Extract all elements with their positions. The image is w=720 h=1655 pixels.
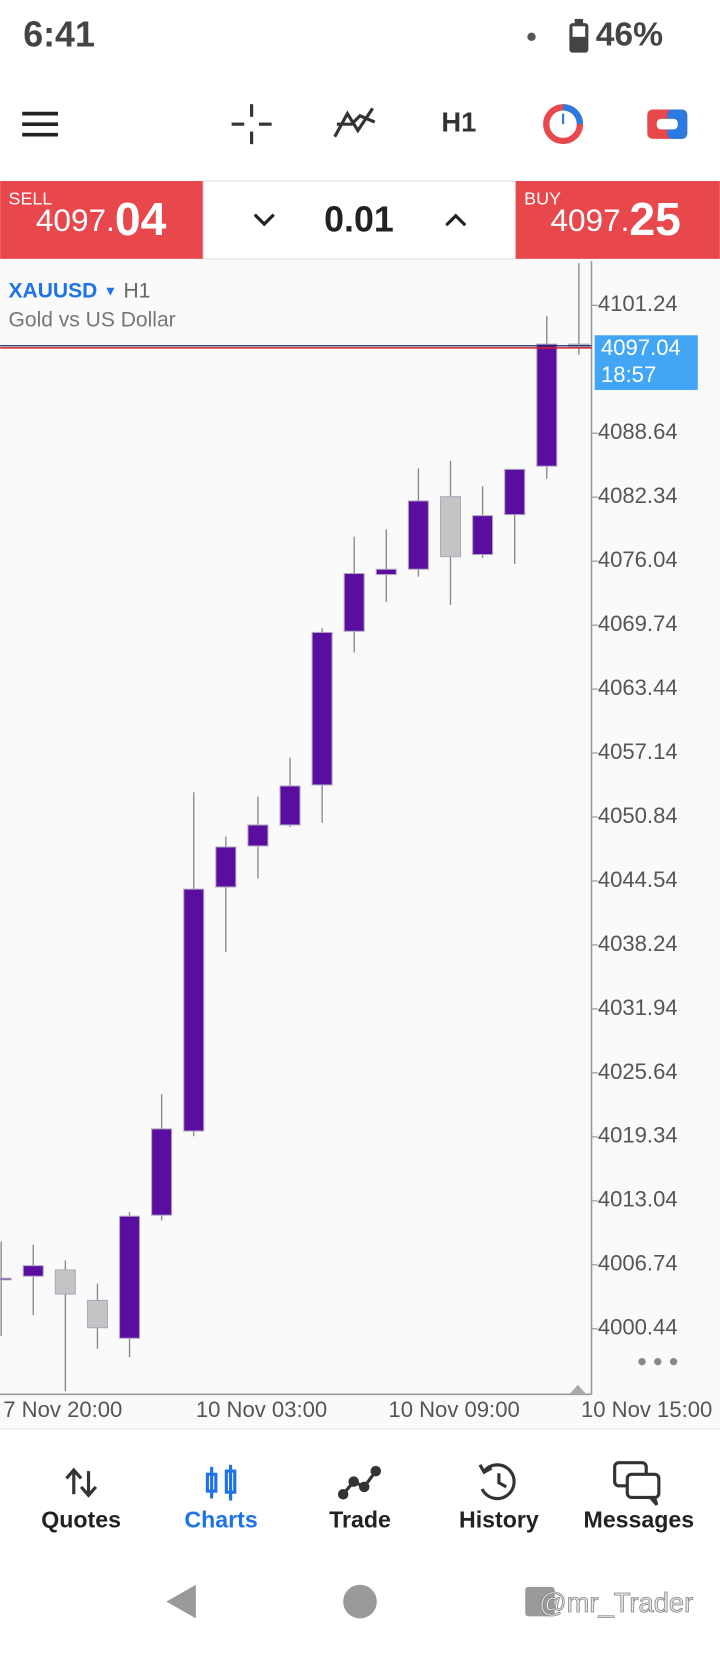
price-tag (594, 335, 698, 390)
nav-label[interactable]: Charts (184, 1507, 257, 1533)
y-tick-label: 4063.44 (598, 675, 678, 700)
home-button[interactable] (343, 1584, 377, 1619)
candle-body (439, 496, 462, 558)
y-tick-label: 4082.34 (598, 483, 678, 508)
candle-body (215, 846, 237, 888)
more-dots[interactable] (638, 1357, 678, 1366)
sell-price-main: 4097. (36, 202, 115, 238)
nav-labels: Quotes Charts Trade History Messages (41, 1507, 694, 1533)
menu-button[interactable] (22, 111, 58, 137)
candle-body (472, 515, 494, 556)
y-tick-label: 4013.04 (598, 1187, 678, 1212)
y-tick-label: 4044.54 (598, 867, 678, 892)
candle-body (311, 631, 333, 786)
lot-box (202, 180, 517, 260)
objects-button[interactable] (543, 104, 584, 145)
y-tick-label: 4025.64 (598, 1059, 678, 1084)
candle-body (22, 1265, 44, 1277)
chart: 4101.24 4088.64 4082.34 4076.04 4069.74 4063.… (0, 260, 712, 1422)
crosshair-button[interactable] (231, 104, 272, 145)
candle-body (0, 1277, 12, 1281)
price-tag-countdown: 18:57 (601, 362, 656, 387)
x-tick-label: 10 Nov 15:00 (581, 1397, 712, 1422)
y-tick-label: 4006.74 (598, 1251, 678, 1276)
nav-label[interactable]: History (459, 1507, 539, 1533)
lot-size[interactable]: 0.01 (324, 199, 394, 239)
candle-body (86, 1299, 108, 1329)
trade-button[interactable] (647, 109, 688, 139)
buy-price: 4097.25 (550, 193, 680, 245)
y-tick-label: 4031.94 (598, 995, 678, 1020)
candle-body (119, 1215, 141, 1339)
candle-body (54, 1269, 76, 1295)
x-tick-label: 7 Nov 20:00 (3, 1397, 122, 1422)
notification-dot (527, 32, 536, 42)
lot-decrease[interactable] (253, 213, 275, 227)
watermark: @mr_Trader (539, 1587, 693, 1618)
chart-symbol-line: XAUUSD ▼ H1 (9, 279, 151, 302)
candle-body (375, 568, 397, 576)
y-tick-label: 4019.34 (598, 1123, 678, 1148)
sell-price: 4097.04 (36, 193, 167, 245)
y-tick-label: 4050.84 (598, 803, 678, 828)
sell-price-pips: 04 (115, 193, 167, 245)
history-icon (478, 1463, 516, 1501)
timeframe-button[interactable]: H1 (441, 106, 476, 137)
recents-button[interactable] (525, 1586, 555, 1617)
indicators-button[interactable] (333, 107, 376, 138)
x-tick-label: 10 Nov 09:00 (388, 1397, 519, 1422)
candle-body (407, 500, 429, 570)
messages-icon (613, 1461, 661, 1506)
trade-icon (337, 1465, 382, 1500)
y-tick-label: 4101.24 (598, 291, 678, 316)
sell-label: SELL (9, 189, 53, 209)
y-tick-label: 4000.44 (598, 1315, 678, 1340)
charts-icon (205, 1464, 237, 1501)
candle-body (536, 343, 558, 467)
nav-label[interactable]: Trade (329, 1507, 391, 1533)
back-button[interactable] (166, 1584, 196, 1619)
y-tick-label: 4076.04 (598, 547, 678, 572)
symbol: XAUUSD (9, 279, 98, 302)
buy-button[interactable] (515, 180, 720, 259)
nav-label[interactable]: Messages (584, 1507, 695, 1533)
candle-body (343, 573, 365, 632)
battery-icon (569, 18, 589, 53)
status-time: 6:41 (23, 14, 95, 54)
chart-timeframe: H1 (124, 279, 151, 302)
candle-body (183, 888, 205, 1132)
nav-label[interactable]: Quotes (41, 1507, 121, 1533)
price-tag-value: 4097.04 (601, 335, 681, 360)
buy-price-main: 4097. (550, 202, 629, 238)
candle-body (151, 1128, 173, 1216)
x-tick-label: 10 Nov 03:00 (196, 1397, 327, 1422)
y-tick-label: 4038.24 (598, 931, 678, 956)
bottom-nav (0, 1429, 720, 1568)
buy-price-pips: 25 (629, 193, 681, 245)
sell-button[interactable] (0, 180, 204, 259)
symbol-description: Gold vs US Dollar (9, 309, 176, 332)
battery-level: 46% (596, 17, 663, 54)
candle-body (504, 468, 526, 516)
candle-body (279, 785, 301, 826)
y-tick-label: 4057.14 (598, 739, 678, 764)
lot-increase[interactable] (445, 213, 467, 227)
y-tick-label: 4069.74 (598, 611, 678, 636)
y-tick-label: 4088.64 (598, 419, 678, 444)
scroll-marker (569, 1384, 587, 1395)
buy-label: BUY (524, 189, 561, 209)
candle-body (247, 824, 269, 847)
quotes-icon (65, 1467, 98, 1498)
